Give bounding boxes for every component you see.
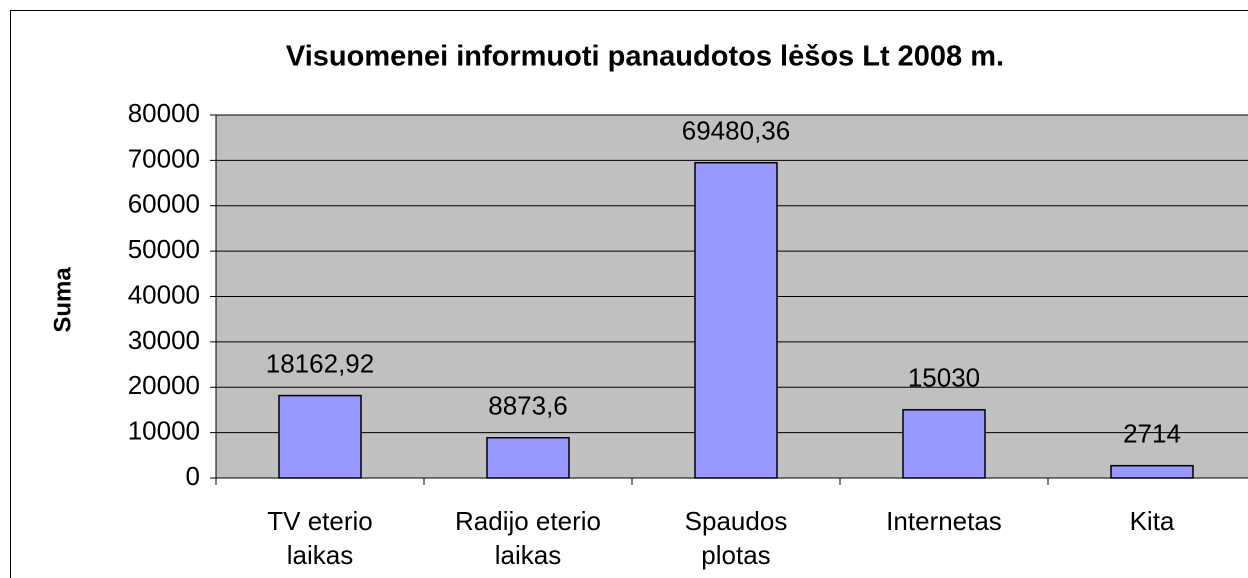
data-label: 69480,36	[682, 116, 790, 146]
x-tick-label: Kita	[1130, 506, 1175, 536]
x-tick-label: Radijo eterio	[455, 506, 601, 536]
x-tick-label: laikas	[495, 540, 561, 570]
y-tick-label: 60000	[128, 189, 200, 219]
bar	[278, 394, 362, 479]
data-label: 18162,92	[266, 348, 374, 378]
x-tick-label: TV eterio	[267, 506, 373, 536]
x-tick-label: laikas	[287, 540, 353, 570]
y-tick-label: 50000	[128, 234, 200, 264]
bar	[486, 436, 570, 479]
y-tick-label: 20000	[128, 370, 200, 400]
y-tick-label: 30000	[128, 325, 200, 355]
chart-title: Visuomenei informuoti panaudotos lėšos L…	[286, 41, 1004, 73]
bar	[694, 161, 778, 479]
y-tick-label: 80000	[128, 98, 200, 128]
x-tick-label: Internetas	[886, 506, 1002, 536]
bar	[902, 409, 986, 479]
y-tick-label: 10000	[128, 416, 200, 446]
x-tick-label: plotas	[701, 540, 770, 570]
data-label: 2714	[1123, 419, 1181, 449]
x-tick-label: Spaudos	[685, 506, 788, 536]
bar	[1110, 464, 1194, 479]
y-axis-label: Suma	[49, 267, 76, 333]
y-tick-label: 40000	[128, 279, 200, 309]
data-label: 15030	[908, 363, 980, 393]
y-tick-label: 70000	[128, 143, 200, 173]
y-tick-label: 0	[186, 461, 200, 491]
data-label: 8873,6	[488, 391, 568, 421]
